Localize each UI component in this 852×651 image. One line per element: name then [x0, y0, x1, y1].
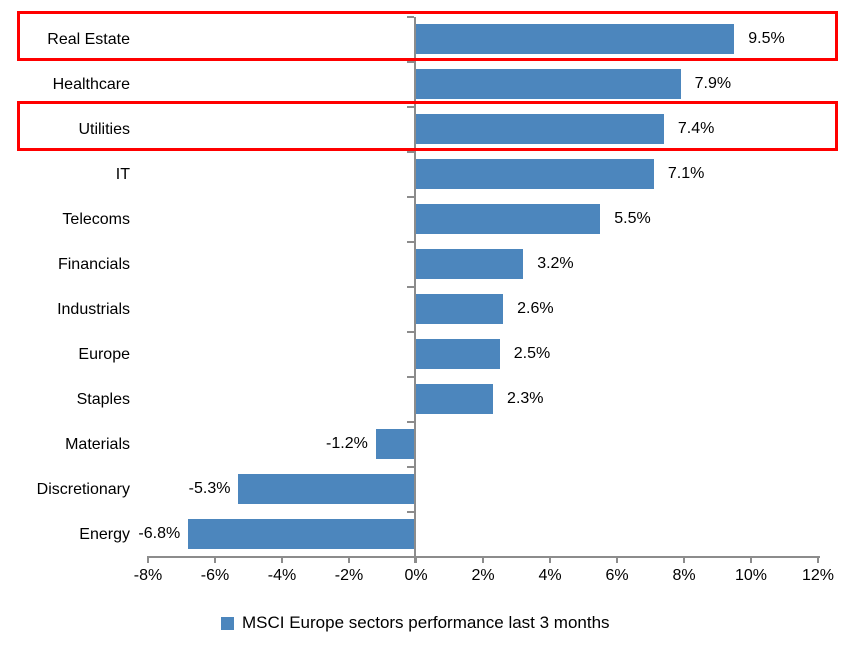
bar	[416, 114, 664, 144]
category-label: Staples	[76, 391, 130, 408]
value-label: 7.1%	[667, 165, 705, 182]
bar	[416, 249, 524, 279]
x-axis-tick	[549, 556, 551, 563]
bar	[416, 384, 494, 414]
x-axis-tick	[817, 556, 819, 563]
y-axis-tick	[407, 241, 414, 243]
bar	[416, 294, 504, 324]
bar	[416, 204, 601, 234]
x-axis-tick-label: 6%	[605, 567, 629, 584]
y-axis-tick	[407, 16, 414, 18]
x-axis-line	[148, 556, 820, 558]
value-label: 5.5%	[614, 210, 651, 227]
category-label: Industrials	[57, 301, 130, 318]
bar	[416, 24, 735, 54]
category-label: Utilities	[78, 121, 130, 138]
x-axis-tick	[281, 556, 283, 563]
bar	[416, 159, 654, 189]
y-axis-tick	[407, 286, 414, 288]
x-axis-tick	[348, 556, 350, 563]
category-label: IT	[115, 166, 130, 183]
y-axis-tick	[407, 376, 414, 378]
x-axis-tick-label: 10%	[734, 567, 768, 584]
legend-marker-icon	[221, 616, 234, 630]
category-label: Telecoms	[62, 211, 130, 228]
value-label: 7.9%	[694, 75, 732, 92]
y-axis-line	[414, 17, 416, 556]
bar	[416, 339, 500, 369]
x-axis-tick-label: 4%	[538, 567, 562, 584]
bar	[238, 474, 416, 504]
x-axis-tick-label: 8%	[672, 567, 696, 584]
y-axis-tick	[407, 421, 414, 423]
legend-label: MSCI Europe sectors performance last 3 m…	[242, 613, 610, 632]
value-label: 3.2%	[537, 255, 574, 272]
category-label: Financials	[57, 256, 130, 273]
category-label: Real Estate	[47, 31, 130, 48]
y-axis-tick	[407, 331, 414, 333]
value-label: -1.2%	[326, 435, 368, 452]
x-axis-tick	[147, 556, 149, 563]
bar	[375, 429, 416, 459]
category-label: Materials	[65, 436, 130, 453]
x-axis-tick	[616, 556, 618, 563]
x-axis-tick	[482, 556, 484, 563]
y-axis-tick	[407, 511, 414, 513]
category-label: Europe	[78, 346, 130, 363]
x-axis-tick-label: -8%	[133, 567, 163, 584]
value-label: -6.8%	[138, 525, 181, 542]
bar	[188, 519, 416, 549]
x-axis-tick	[750, 556, 752, 563]
x-axis-tick-label: 2%	[471, 567, 495, 584]
value-label: 7.4%	[677, 120, 715, 137]
x-axis-tick	[214, 556, 216, 563]
y-axis-tick	[407, 151, 414, 153]
value-label: -5.3%	[188, 480, 231, 497]
value-label: 2.3%	[507, 390, 544, 407]
x-axis-tick-label: -4%	[267, 567, 297, 584]
category-label: Energy	[79, 526, 130, 543]
x-axis-tick	[415, 556, 417, 563]
y-axis-tick	[407, 466, 414, 468]
x-axis-tick	[683, 556, 685, 563]
y-axis-tick	[407, 106, 414, 108]
x-axis-tick-label: 12%	[801, 567, 835, 584]
value-label: 2.6%	[517, 300, 554, 317]
y-axis-tick	[407, 61, 414, 63]
x-axis-tick-label: -6%	[200, 567, 230, 584]
value-label: 9.5%	[748, 30, 785, 47]
legend: MSCI Europe sectors performance last 3 m…	[221, 613, 610, 633]
x-axis-tick-label: -2%	[334, 567, 364, 584]
bar	[416, 69, 681, 99]
value-label: 2.5%	[513, 345, 551, 362]
category-label: Healthcare	[52, 76, 130, 93]
x-axis-tick-label: 0%	[404, 567, 428, 584]
y-axis-tick	[407, 196, 414, 198]
category-label: Discretionary	[36, 481, 130, 498]
